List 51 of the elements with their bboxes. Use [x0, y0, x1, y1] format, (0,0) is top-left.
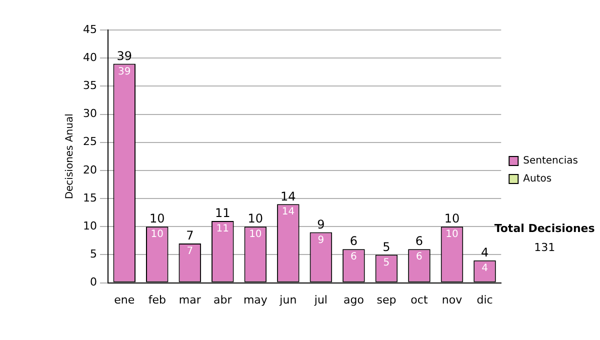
total-label: 4: [480, 245, 489, 260]
y-tick-label: 10: [82, 219, 97, 232]
annotation: Total Decisiones: [494, 222, 596, 235]
y-tick-label: 0: [90, 276, 97, 289]
y-tick-label: 45: [82, 22, 97, 36]
total-label: 39: [116, 48, 132, 63]
x-tick-label: ago: [343, 293, 364, 306]
data-label: 39: [118, 66, 131, 78]
x-tick-label: may: [243, 293, 268, 306]
legend-label: Autos: [523, 174, 552, 185]
data-label: 10: [446, 229, 458, 240]
y-tick-label: 20: [82, 163, 97, 176]
total-label: 10: [150, 212, 165, 226]
y-tick-label: 25: [82, 135, 97, 148]
x-tick-label: oct: [410, 293, 428, 306]
data-label: 4: [482, 262, 488, 274]
total-label: 10: [444, 212, 460, 226]
y-tick-label: 35: [82, 79, 97, 92]
y-axis-title: Decisiones Anual: [64, 114, 76, 200]
total-label: 6: [350, 234, 358, 248]
x-tick-label: abr: [214, 293, 232, 306]
total-label: 9: [317, 217, 325, 232]
data-label: 9: [318, 234, 324, 246]
total-label: 6: [415, 234, 424, 248]
data-label: 11: [216, 224, 230, 235]
x-tick-label: feb: [148, 293, 166, 306]
data-label: 5: [383, 257, 390, 268]
data-label: 10: [249, 229, 262, 240]
total-label: 10: [248, 212, 264, 226]
data-label: 10: [150, 229, 164, 240]
x-tick-label: jul: [313, 293, 328, 306]
x-tick-label: mar: [178, 293, 202, 306]
y-tick-label: 5: [90, 248, 97, 261]
total-label: 5: [382, 240, 390, 254]
data-label: 7: [186, 246, 194, 258]
x-tick-label: jun: [278, 293, 297, 306]
y-tick-label: 30: [82, 107, 97, 120]
x-tick-label: ene: [114, 293, 135, 306]
total-label: 11: [215, 206, 230, 220]
x-tick-label: nov: [442, 293, 463, 306]
y-tick-label: 40: [82, 50, 97, 64]
data-label: 6: [416, 252, 422, 263]
y-tick-label: 15: [82, 191, 97, 204]
data-label: 6: [350, 252, 357, 263]
legend-label: Sentencias: [523, 156, 578, 167]
text: 131: [534, 240, 556, 254]
x-tick-label: dic: [476, 293, 493, 306]
total-label: 7: [186, 228, 194, 243]
data-label: 14: [282, 206, 295, 218]
x-tick-label: sep: [376, 293, 396, 306]
total-label: 14: [280, 189, 296, 204]
